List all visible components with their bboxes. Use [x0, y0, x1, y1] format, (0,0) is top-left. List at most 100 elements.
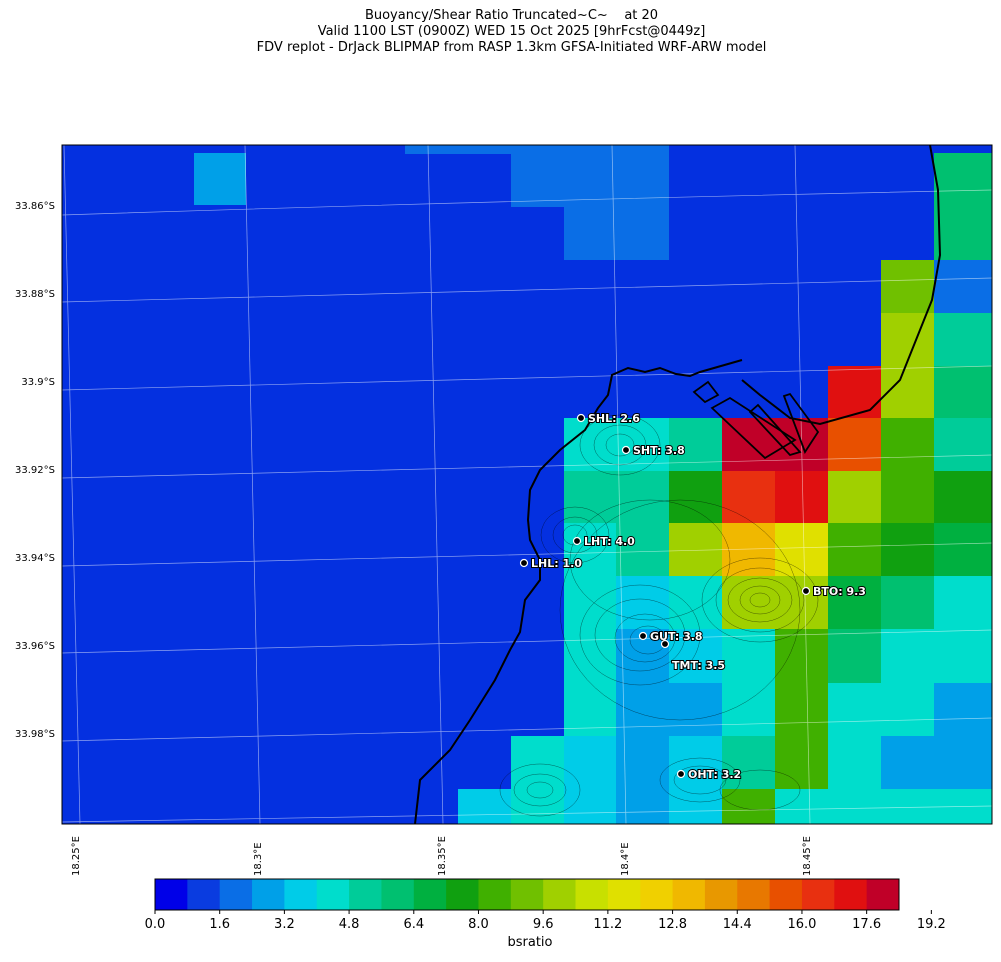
- colorbar-swatch: [349, 879, 382, 910]
- grid-cell: [564, 629, 616, 683]
- grid-cell: [881, 736, 934, 789]
- contour-line: [739, 585, 781, 615]
- colorbar-swatch: [284, 879, 318, 910]
- site-label-gut: GUT: 3.8: [650, 630, 703, 643]
- grid-cell: [722, 629, 775, 683]
- grid-cell: [669, 523, 722, 576]
- lat-label-6: 33.96°S: [15, 641, 55, 652]
- contour-line: [513, 773, 567, 807]
- colorbar: [154, 878, 932, 914]
- contour-line: [526, 781, 554, 799]
- contour-line: [701, 557, 819, 643]
- colorbar-swatch: [155, 879, 188, 910]
- grid-cell: [511, 736, 564, 789]
- grid-cell: [881, 629, 934, 683]
- site-label-tmt: TMT: 3.5: [672, 659, 725, 672]
- lat-label-1: 33.86°S: [15, 201, 55, 212]
- colorbar-tick-label: 19.2: [916, 917, 946, 932]
- lat-label-3: 33.9°S: [21, 377, 55, 388]
- contour-line: [605, 433, 635, 457]
- site-marker-tmt: [660, 639, 670, 649]
- lon-label-5: 18.45°E: [802, 836, 813, 876]
- colorbar-swatch: [510, 879, 544, 910]
- grid-cell: [934, 523, 992, 576]
- lat-label-4: 33.92°S: [15, 465, 55, 476]
- grid-cell: [934, 736, 992, 789]
- grid-cell: [669, 789, 722, 824]
- grid-cell: [881, 576, 934, 629]
- site-marker-gut: [638, 631, 648, 641]
- lon-label-4: 18.4°E: [620, 842, 631, 876]
- grid-cell: [458, 789, 511, 824]
- site-label-bto: BTO: 9.3: [813, 585, 866, 598]
- colorbar-tick-label: 9.6: [532, 917, 554, 932]
- grid-cell: [616, 523, 669, 576]
- lat-label-5: 33.94°S: [15, 553, 55, 564]
- grid-cell: [722, 576, 775, 629]
- colorbar-tick-label: 17.6: [852, 917, 882, 932]
- grid-cell: [828, 736, 881, 789]
- grid-cell: [934, 471, 992, 523]
- contour-line: [579, 584, 701, 686]
- grid-cell: [722, 471, 775, 523]
- grid-cell: [934, 260, 992, 313]
- colorbar-swatch: [478, 879, 512, 910]
- site-marker-sht: [621, 445, 631, 455]
- colorbar-swatch: [834, 879, 868, 910]
- grid-cell: [564, 471, 616, 523]
- colorbar-swatch: [381, 879, 415, 910]
- lon-label-1: 18.25°E: [71, 836, 82, 876]
- title-line-1: Buoyancy/Shear Ratio Truncated~C~ at 20: [364, 8, 659, 23]
- grid-cell: [828, 523, 881, 576]
- grid-cell: [669, 736, 722, 789]
- grid-cell: [511, 153, 669, 207]
- grid-cell: [616, 736, 669, 789]
- colorbar-swatch: [316, 879, 350, 910]
- grid-cell: [828, 471, 881, 523]
- colorbar-tick-label: 1.6: [209, 917, 231, 932]
- colorbar-swatch: [866, 879, 900, 910]
- contour-line: [594, 598, 686, 672]
- contour-line: [562, 524, 588, 546]
- colorbar-tick-label: 16.0: [787, 917, 817, 932]
- colorbar-tick-label: 12.8: [658, 917, 688, 932]
- grid-cell: [669, 471, 722, 523]
- contour-line: [659, 757, 741, 803]
- grid-cell: [881, 523, 934, 576]
- title-line-3: FDV replot - DrJack BLIPMAP from RASP 1.…: [256, 40, 767, 55]
- contour-line: [749, 592, 771, 608]
- grid-cell: [669, 683, 722, 736]
- grid-cell: [775, 683, 828, 736]
- grid-cell: [564, 576, 616, 629]
- grid-cell: [934, 683, 992, 736]
- grid-cell: [881, 683, 934, 736]
- grid-cell: [722, 789, 775, 824]
- contour-line: [540, 506, 610, 564]
- colorbar-tick-label: 8.0: [468, 917, 489, 932]
- grid-cell: [722, 683, 775, 736]
- grid-cell: [881, 313, 934, 367]
- grid-cell: [934, 629, 992, 683]
- contour-line: [559, 499, 801, 721]
- grid-cell: [828, 366, 881, 418]
- grid-cell: [616, 789, 669, 824]
- grid-cell: [828, 629, 881, 683]
- colorbar-swatch: [704, 879, 738, 910]
- grid-cell: [564, 789, 616, 824]
- colorbar-swatch: [219, 879, 253, 910]
- grid-cell: [194, 153, 246, 205]
- lat-label-2: 33.88°S: [15, 289, 55, 300]
- colorbar-swatch: [446, 879, 479, 910]
- map-frame: [61, 144, 993, 825]
- grid-cell: [881, 418, 934, 471]
- grid-cell: [405, 145, 669, 154]
- site-marker-oht: [676, 769, 686, 779]
- colorbar-frame: [154, 878, 900, 911]
- site-label-lhl: LHL: 1.0: [531, 557, 582, 570]
- title-line-2: Valid 1100 LST (0900Z) WED 15 Oct 2025 […: [317, 24, 706, 39]
- site-label-shl: SHL: 2.6: [588, 412, 640, 425]
- grid-cell: [775, 471, 828, 523]
- site-label-oht: OHT: 3.2: [688, 768, 741, 781]
- contour-line: [579, 414, 661, 476]
- site-marker-shl: [576, 413, 586, 423]
